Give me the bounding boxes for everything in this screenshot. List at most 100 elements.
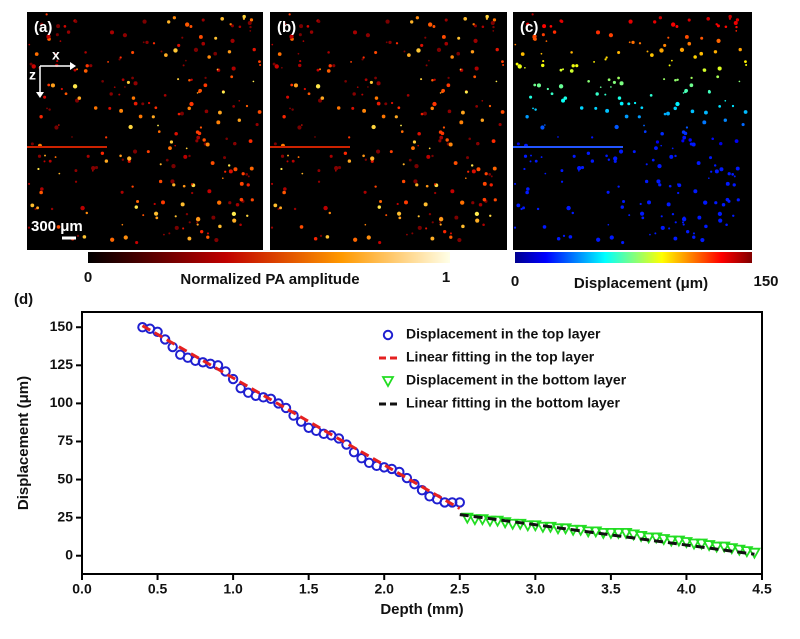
speckle [155, 216, 159, 220]
speckle [427, 22, 433, 27]
speckle [135, 240, 139, 245]
point [725, 543, 739, 555]
speckle [28, 43, 31, 46]
speckle [728, 17, 732, 20]
speckle [191, 183, 193, 186]
speckle [514, 43, 517, 46]
speckle [124, 86, 126, 88]
speckle [227, 164, 231, 167]
speckle [674, 154, 677, 158]
speckle [732, 183, 736, 187]
speckle [105, 136, 108, 139]
speckle [608, 33, 614, 38]
speckle [617, 96, 622, 100]
speckle [152, 42, 156, 45]
speckle [607, 223, 610, 226]
speckle [147, 101, 151, 105]
point [356, 453, 367, 464]
speckle [498, 123, 502, 127]
speckle [54, 52, 57, 55]
speckle [177, 78, 180, 81]
point [634, 531, 648, 543]
speckle [482, 223, 485, 227]
speckle [620, 205, 624, 209]
speckle [415, 16, 419, 20]
speckle [104, 159, 109, 163]
speckle [230, 38, 235, 43]
speckle [428, 59, 430, 62]
colorbar-min: 0 [84, 269, 92, 286]
speckle [376, 81, 381, 86]
speckle [242, 17, 246, 20]
speckle [66, 30, 71, 34]
speckle [76, 234, 80, 238]
legend-swatch [381, 376, 395, 388]
speckle [247, 20, 252, 25]
speckle [120, 190, 124, 194]
speckle [350, 60, 353, 63]
speckle [568, 235, 573, 239]
speckle [196, 92, 199, 94]
speckle [127, 159, 131, 163]
speckle [594, 106, 598, 110]
speckle [200, 230, 204, 234]
speckle [259, 64, 262, 67]
speckle [282, 190, 286, 195]
speckle [671, 147, 674, 150]
point [227, 373, 239, 385]
speckle [438, 217, 444, 222]
speckle [168, 232, 171, 235]
speckle [489, 214, 492, 217]
speckle [420, 43, 424, 47]
speckle [131, 185, 134, 188]
speckle [725, 223, 728, 227]
image-c [513, 12, 752, 250]
speckle [461, 110, 465, 115]
speckle [362, 56, 365, 59]
speckle [375, 149, 381, 154]
speckle [439, 223, 442, 226]
speckle [323, 205, 328, 211]
speckle [93, 106, 98, 110]
speckle [119, 56, 122, 59]
speckle [514, 182, 517, 185]
panel-label: (a) [34, 19, 52, 36]
speckle [174, 225, 179, 230]
speckle [546, 87, 549, 91]
point [627, 529, 641, 542]
speckle [182, 227, 185, 230]
speckle [282, 115, 286, 119]
speckle [649, 233, 651, 236]
speckle [516, 203, 521, 208]
speckle [688, 138, 692, 142]
speckle [473, 24, 477, 28]
speckle [628, 214, 631, 217]
speckle [289, 107, 291, 110]
speckle [492, 18, 497, 22]
speckle [640, 106, 644, 110]
speckle [301, 124, 303, 126]
speckle [731, 173, 735, 176]
speckle [638, 42, 642, 45]
speckle [307, 92, 311, 96]
speckle [371, 124, 376, 130]
speckle [682, 92, 685, 94]
speckle [444, 18, 448, 22]
speckle [381, 114, 386, 119]
speckle [50, 207, 54, 211]
x-axis-label: Depth (mm) [380, 601, 463, 618]
speckle [388, 40, 392, 44]
speckle [377, 205, 381, 209]
speckle [303, 87, 306, 91]
speckle [536, 83, 541, 88]
speckle [232, 105, 236, 108]
speckle [725, 197, 730, 202]
speckle [77, 96, 82, 100]
speckle [736, 198, 740, 202]
speckle [210, 161, 215, 165]
speckle [702, 120, 707, 125]
speckle [82, 235, 87, 239]
speckle [675, 25, 679, 28]
colorbar-max: 1 [442, 269, 450, 286]
point [394, 466, 405, 478]
